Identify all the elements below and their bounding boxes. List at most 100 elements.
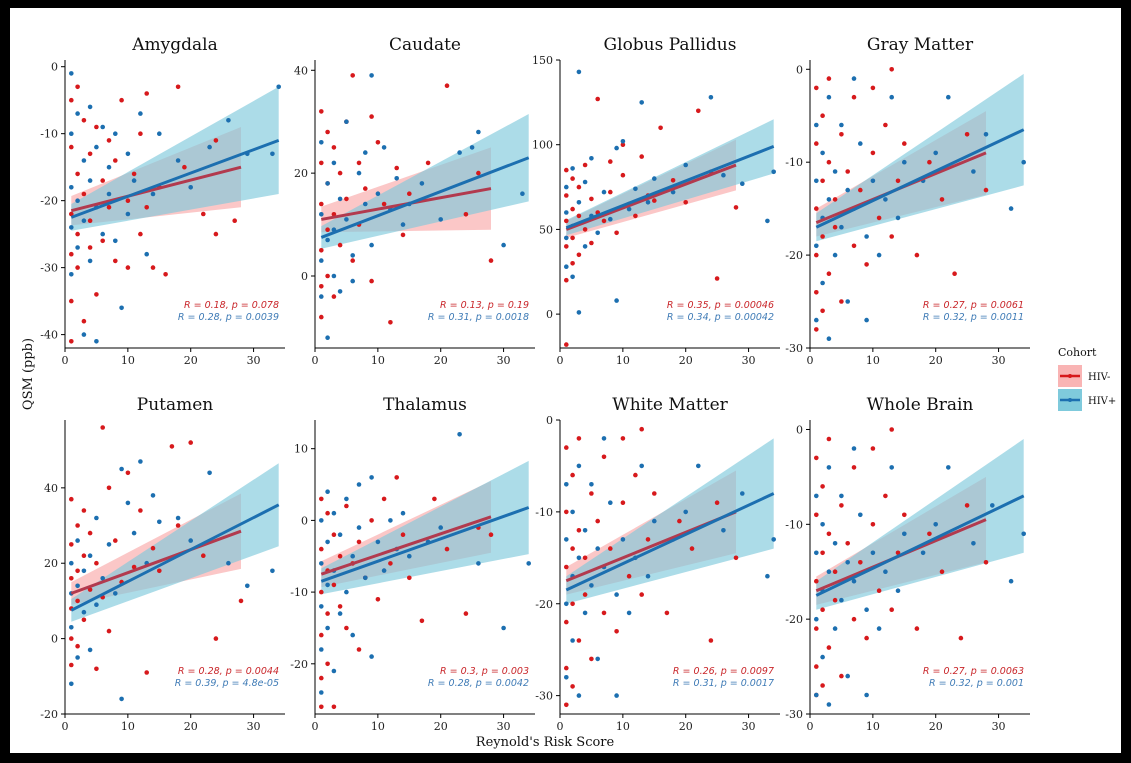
data-point-hiv- xyxy=(582,555,588,561)
data-point-hiv- xyxy=(570,601,575,607)
data-point-hiv- xyxy=(381,568,387,573)
data-point-hiv- xyxy=(614,230,619,236)
data-point-hiv- xyxy=(75,198,80,203)
data-point-hiv- xyxy=(708,638,714,643)
x-tick-label: 10 xyxy=(121,720,135,733)
data-point-hiv- xyxy=(138,131,143,136)
data-point-hiv- xyxy=(814,626,819,631)
data-point-hiv- xyxy=(839,224,844,230)
y-tick-label: 50 xyxy=(539,223,553,236)
data-point-hiv- xyxy=(933,150,938,156)
data-point-hiv- xyxy=(319,201,324,207)
data-point-hiv- xyxy=(106,164,112,170)
stat-annotation-hiv-: R = 0.34, p = 0.00042 xyxy=(667,312,774,323)
y-tick-label: 40 xyxy=(44,482,58,495)
data-point-hiv- xyxy=(69,339,74,344)
data-point-hiv- xyxy=(714,276,720,281)
data-point-hiv- xyxy=(845,560,850,565)
y-tick-label: -30 xyxy=(785,708,803,721)
data-point-hiv- xyxy=(94,560,99,566)
data-point-hiv- xyxy=(820,178,825,184)
data-point-hiv- xyxy=(337,611,343,616)
data-point-hiv- xyxy=(971,541,976,546)
data-point-hiv- xyxy=(570,176,575,181)
fit-line-hiv- xyxy=(320,515,492,576)
data-point-hiv- xyxy=(106,628,112,634)
stat-annotation-hiv-: R = 0.27, p = 0.0063 xyxy=(923,666,1024,677)
data-point-hiv- xyxy=(839,503,844,508)
data-point-hiv- xyxy=(226,118,231,123)
y-tick-label: 150 xyxy=(532,54,553,67)
data-point-hiv- xyxy=(488,258,494,263)
data-point-hiv- xyxy=(207,470,212,476)
data-point-hiv- xyxy=(325,227,330,232)
y-tick-label: -10 xyxy=(40,128,58,141)
data-point-hiv- xyxy=(113,238,118,244)
data-point-hiv- xyxy=(270,151,275,157)
figure-canvas: QSM (ppb) Reynold's Risk Score Amygdala 0… xyxy=(10,8,1121,753)
data-point-hiv- xyxy=(344,496,349,502)
x-tick-label: 30 xyxy=(247,354,261,367)
data-point-hiv- xyxy=(589,656,594,662)
data-point-hiv- xyxy=(144,91,149,96)
data-point-hiv- xyxy=(677,518,682,524)
data-point-hiv- xyxy=(319,546,324,552)
data-point-hiv- xyxy=(832,252,838,258)
data-point-hiv- xyxy=(721,528,726,533)
data-point-hiv- xyxy=(771,537,776,542)
data-point-hiv- xyxy=(157,519,162,525)
panel-title-thalamus: Thalamus xyxy=(383,395,467,415)
data-point-hiv- xyxy=(582,179,588,185)
y-tick-label: 0 xyxy=(796,423,803,436)
x-tick-label: 10 xyxy=(866,354,880,367)
data-point-hiv- xyxy=(106,138,112,143)
data-point-hiv- xyxy=(344,119,349,124)
data-point-hiv- xyxy=(75,523,80,528)
data-point-hiv- xyxy=(463,611,469,616)
data-point-hiv- xyxy=(100,576,105,581)
y-tick-label: 0 xyxy=(796,63,803,76)
data-point-hiv- xyxy=(832,597,838,603)
legend-label-hiv-pos: HIV+ xyxy=(1088,396,1116,407)
data-point-hiv- xyxy=(564,167,569,173)
data-point-hiv- xyxy=(213,636,219,641)
data-point-hiv- xyxy=(319,561,324,566)
data-point-hiv- xyxy=(670,178,676,183)
data-point-hiv- xyxy=(576,555,582,561)
data-point-hiv- xyxy=(564,619,569,625)
x-tick-label: 0 xyxy=(312,720,319,733)
data-point-hiv- xyxy=(369,518,374,523)
data-point-hiv- xyxy=(75,231,80,237)
data-point-hiv- xyxy=(375,539,381,545)
data-point-hiv- xyxy=(81,332,87,337)
stat-annotation-hiv-: R = 0.18, p = 0.078 xyxy=(184,300,279,311)
data-point-hiv- xyxy=(369,114,374,119)
data-point-hiv- xyxy=(765,573,770,579)
data-point-hiv- xyxy=(876,588,882,593)
data-point-hiv- xyxy=(69,97,74,103)
data-point-hiv- xyxy=(927,531,932,537)
stat-annotation-hiv-: R = 0.27, p = 0.0061 xyxy=(923,300,1024,311)
data-point-hiv- xyxy=(608,546,613,551)
data-point-hiv- xyxy=(864,234,869,239)
data-point-hiv- xyxy=(238,598,244,604)
panel-title-gray-matter: Gray Matter xyxy=(867,35,974,55)
data-point-hiv- xyxy=(964,503,970,508)
data-point-hiv- xyxy=(207,144,212,150)
data-point-hiv- xyxy=(75,583,80,589)
data-point-hiv- xyxy=(457,432,462,437)
data-point-hiv- xyxy=(325,181,330,186)
data-point-hiv- xyxy=(614,145,619,151)
data-point-hiv- xyxy=(201,553,206,558)
data-point-hiv- xyxy=(633,213,638,219)
y-tick-label: -10 xyxy=(290,586,308,599)
stat-annotation-hiv-: R = 0.32, p = 0.0011 xyxy=(923,312,1024,323)
x-tick-label: 0 xyxy=(62,720,69,733)
data-point-hiv- xyxy=(814,206,819,211)
data-point-hiv- xyxy=(319,589,324,595)
data-point-hiv- xyxy=(920,550,926,556)
data-point-hiv- xyxy=(138,459,143,464)
data-point-hiv- xyxy=(213,231,219,237)
data-point-hiv- xyxy=(87,258,93,264)
